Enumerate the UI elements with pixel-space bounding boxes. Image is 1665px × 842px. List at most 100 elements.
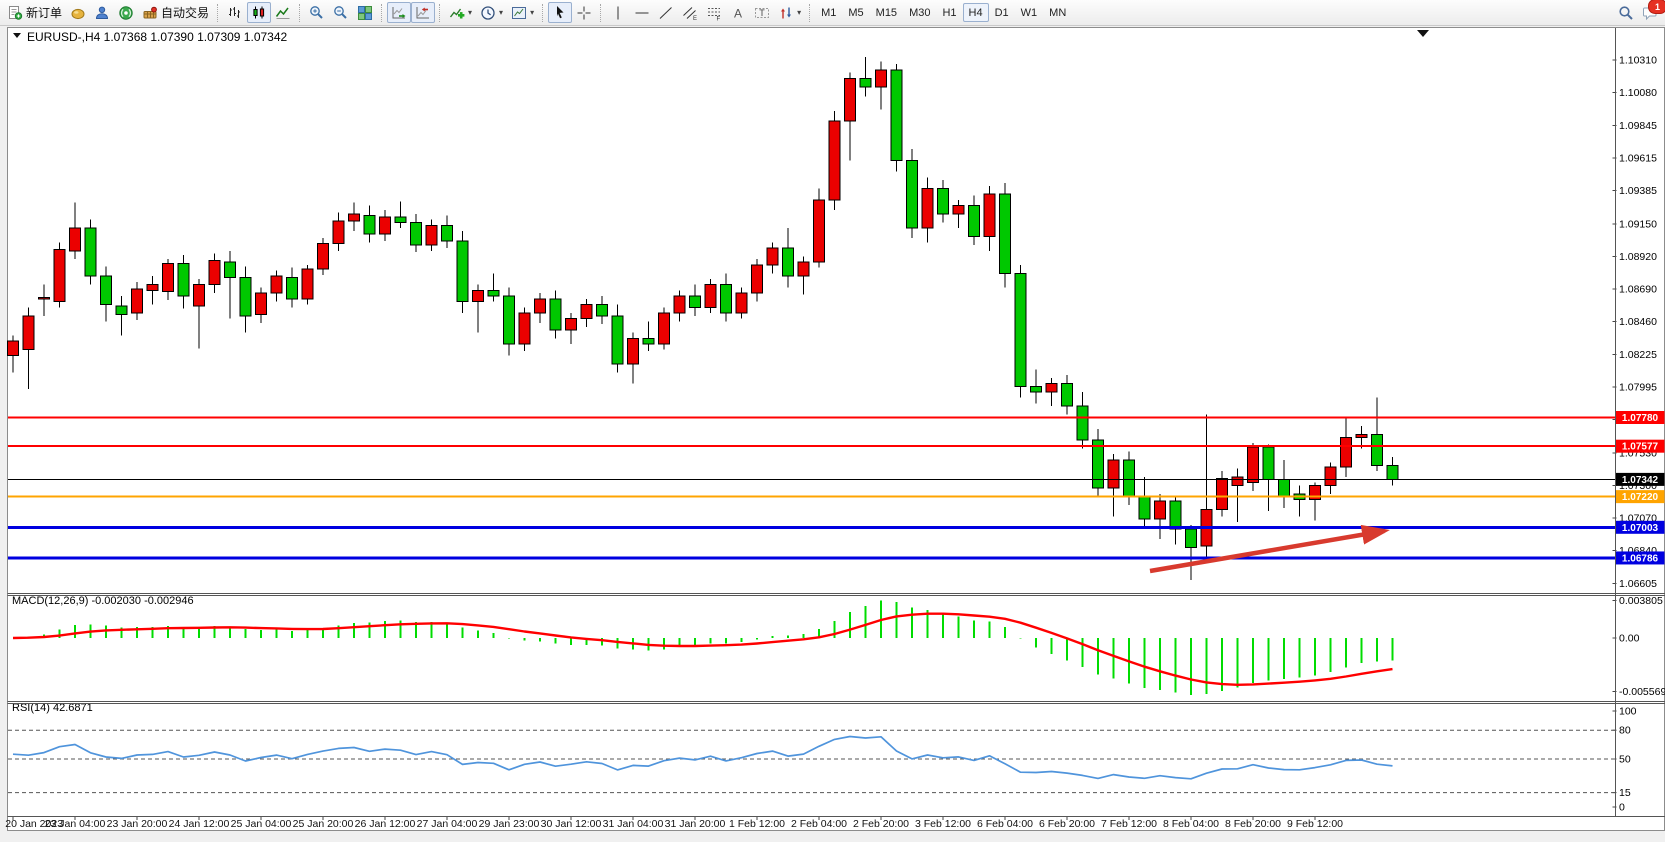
tile-windows-button[interactable]: [353, 2, 377, 23]
toolbar-separator: [600, 4, 602, 22]
zoom-in-button[interactable]: [305, 2, 329, 23]
dropdown-caret-icon: ▾: [530, 9, 534, 17]
timeframe-m5[interactable]: M5: [842, 3, 869, 22]
trendline-button[interactable]: [654, 2, 678, 23]
time-label: 3 Feb 12:00: [915, 818, 971, 830]
clock-icon: [480, 5, 496, 21]
time-label: 24 Jan 12:00: [169, 818, 230, 830]
timeframe-m1[interactable]: M1: [815, 3, 842, 22]
notifications-button[interactable]: 1: [1638, 2, 1662, 23]
time-label: 27 Jan 04:00: [417, 818, 478, 830]
text-button[interactable]: A: [726, 2, 750, 23]
svg-text:1.07003: 1.07003: [1622, 523, 1659, 534]
svg-text:1.07995: 1.07995: [1619, 382, 1657, 394]
svg-text:0.00: 0.00: [1619, 633, 1640, 645]
fibonacci-button[interactable]: F: [702, 2, 726, 23]
trendline-icon: [658, 5, 674, 21]
gold-nugget-icon: [70, 5, 86, 21]
auto-trading-label: 自动交易: [161, 4, 209, 21]
svg-text:T: T: [759, 7, 765, 17]
svg-text:1.10080: 1.10080: [1619, 87, 1657, 99]
market-button[interactable]: [66, 2, 90, 23]
news-button[interactable]: [114, 2, 138, 23]
svg-text:1.08225: 1.08225: [1619, 349, 1657, 361]
text-label-button[interactable]: T: [750, 2, 774, 23]
auto-trading-button[interactable]: 自动交易: [138, 2, 213, 23]
svg-text:F: F: [717, 16, 721, 21]
svg-text:1.09150: 1.09150: [1619, 218, 1657, 230]
toolbar-separator: [381, 4, 383, 22]
time-label: 31 Jan 04:00: [603, 818, 664, 830]
line-chart-button[interactable]: [271, 2, 295, 23]
time-label: 9 Feb 12:00: [1287, 818, 1343, 830]
tile-windows-icon: [357, 5, 373, 21]
timeframe-h1[interactable]: H1: [936, 3, 962, 22]
zoom-out-button[interactable]: [329, 2, 353, 23]
svg-text:1.10310: 1.10310: [1619, 55, 1657, 67]
timeframe-m15[interactable]: M15: [870, 3, 903, 22]
time-label: 8 Feb 20:00: [1225, 818, 1281, 830]
indicators-button[interactable]: ▾: [445, 2, 476, 23]
zoom-in-icon: [309, 5, 325, 21]
channel-button[interactable]: E: [678, 2, 702, 23]
cursor-button[interactable]: [548, 2, 572, 23]
horizontal-line-button[interactable]: [630, 2, 654, 23]
timeframe-d1[interactable]: D1: [989, 3, 1015, 22]
timeframe-m30[interactable]: M30: [903, 3, 936, 22]
time-label: 30 Jan 12:00: [541, 818, 602, 830]
new-order-button[interactable]: 新订单: [3, 2, 66, 23]
svg-text:1.08690: 1.08690: [1619, 283, 1657, 295]
svg-text:1.09385: 1.09385: [1619, 185, 1657, 197]
svg-text:50: 50: [1619, 754, 1631, 766]
toolbar-separator: [217, 4, 219, 22]
equidistant-channel-icon: E: [682, 5, 698, 21]
timeframe-mn[interactable]: MN: [1043, 3, 1072, 22]
search-icon: [1618, 5, 1634, 21]
templates-button[interactable]: ▾: [507, 2, 538, 23]
svg-text:1.07577: 1.07577: [1622, 442, 1659, 453]
arrows-button[interactable]: ▾: [774, 2, 805, 23]
new-order-label: 新订单: [26, 4, 62, 21]
svg-text:1.08920: 1.08920: [1619, 251, 1657, 263]
periods-button[interactable]: ▾: [476, 2, 507, 23]
crosshair-button[interactable]: [572, 2, 596, 23]
fibonacci-icon: F: [706, 5, 722, 21]
crosshair-icon: [576, 5, 592, 21]
notification-count-badge: 1: [1648, 0, 1665, 14]
bar-chart-button[interactable]: [223, 2, 247, 23]
time-label: 26 Jan 12:00: [355, 818, 416, 830]
dropdown-caret-icon: ▾: [797, 9, 801, 17]
svg-text:1.07342: 1.07342: [1622, 475, 1659, 486]
svg-text:0: 0: [1619, 802, 1625, 814]
text-label-icon: T: [754, 5, 770, 21]
vertical-line-button[interactable]: [606, 2, 630, 23]
auto-scroll-icon: [391, 5, 407, 21]
auto-scroll-button[interactable]: [387, 2, 411, 23]
time-label: 23 Jan 04:00: [45, 818, 106, 830]
timeframe-w1[interactable]: W1: [1015, 3, 1044, 22]
svg-text:1.09615: 1.09615: [1619, 153, 1657, 165]
template-icon: [511, 5, 527, 21]
svg-text:1.06786: 1.06786: [1622, 553, 1659, 564]
time-label: 25 Jan 20:00: [293, 818, 354, 830]
svg-text:100: 100: [1619, 706, 1637, 718]
toolbar-separator: [542, 4, 544, 22]
svg-text:1.07220: 1.07220: [1622, 492, 1659, 503]
search-button[interactable]: [1614, 2, 1638, 23]
svg-text:E: E: [693, 16, 697, 21]
new-order-icon: [7, 5, 23, 21]
basket-icon: [142, 5, 158, 21]
chart-shift-button[interactable]: [411, 2, 435, 23]
time-label: 29 Jan 23:00: [479, 818, 540, 830]
time-label: 2 Feb 20:00: [853, 818, 909, 830]
candlestick-chart-button[interactable]: [247, 2, 271, 23]
horizontal-line-icon: [634, 5, 650, 21]
cursor-icon: [552, 5, 568, 21]
signals-button[interactable]: [90, 2, 114, 23]
toolbar: 新订单 自动交易: [0, 0, 1665, 26]
svg-text:1.06605: 1.06605: [1619, 578, 1657, 590]
timeframe-h4[interactable]: H4: [963, 3, 989, 22]
